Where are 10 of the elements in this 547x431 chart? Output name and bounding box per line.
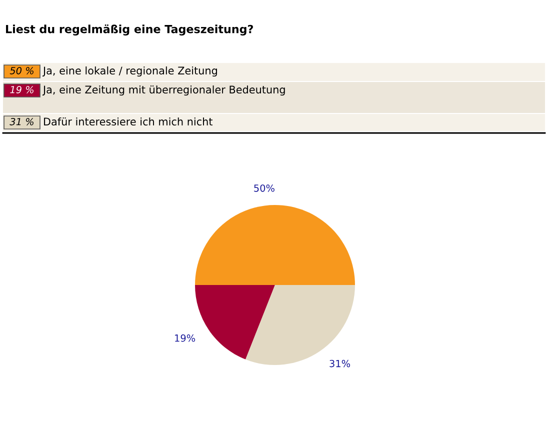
data-label: 19% — [175, 334, 196, 342]
text: 19 % — [10, 86, 34, 94]
legend-label: Dafür interessiere ich mich nicht — [44, 117, 213, 126]
data-label: 31% — [330, 360, 350, 368]
data-label: 50% — [254, 184, 274, 192]
text: 50 % — [10, 66, 34, 74]
chart-title: Liest du regelmäßig eine Tageszeitung? — [6, 24, 253, 36]
legend-label: Ja, eine Zeitung mit überregionaler Bedeutung — [42, 85, 285, 96]
text: 31 % — [10, 118, 34, 126]
legend-label: Ja, eine lokale / regionale Zeitung — [42, 66, 217, 77]
